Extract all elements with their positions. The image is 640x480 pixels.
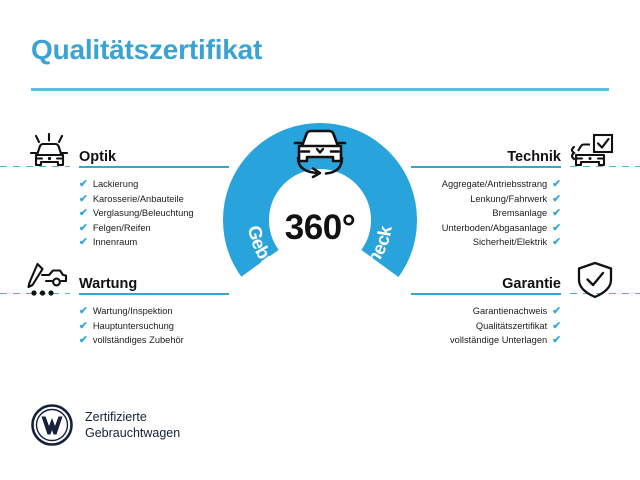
checklist-garantie: ✔ Garantienachweis ✔ Qualitätszertifikat… <box>411 304 561 348</box>
footer-line-1: Zertifizierte <box>85 410 147 424</box>
section-divider <box>411 166 561 168</box>
check-icon: ✔ <box>79 192 88 205</box>
list-item: ✔ Wartung/Inspektion <box>79 304 229 319</box>
section-divider <box>411 293 561 295</box>
vw-logo-icon <box>31 404 73 446</box>
section-header: Wartung <box>79 269 229 295</box>
list-item-label: Bremsanlage <box>492 208 548 219</box>
list-item: ✔ Garantienachweis <box>411 304 561 319</box>
section-header: Technik <box>411 142 561 168</box>
checklist-optik: ✔ Lackierung ✔ Karosserie/Anbauteile ✔ V… <box>79 177 229 250</box>
list-item-label: vollständiges Zubehör <box>92 335 184 346</box>
list-item: ✔ Verglasung/Beleuchtung <box>79 206 229 221</box>
footer-brand: Zertifizierte Gebrauchtwagen <box>31 404 180 446</box>
section-title-technik: Technik <box>507 149 561 165</box>
check-icon: ✔ <box>552 192 561 205</box>
section-divider <box>79 293 229 295</box>
section-header: Garantie <box>411 269 561 295</box>
list-item: ✔ Felgen/Reifen <box>79 221 229 236</box>
check-icon: ✔ <box>79 178 88 190</box>
360-check-badge: Gebrauchtwagen-Check 360° <box>222 122 418 318</box>
title-divider <box>31 88 609 91</box>
section-garantie: Garantie ✔ Garantienachweis ✔ Qualitätsz… <box>411 269 561 364</box>
car-headlights-icon <box>27 133 73 173</box>
section-wartung: Wartung ✔ Wartung/Inspektion ✔ Hauptunte… <box>79 269 229 364</box>
list-item: ✔ Innenraum <box>79 235 229 250</box>
check-icon: ✔ <box>552 236 561 249</box>
list-item: ✔ Lenkung/Fahrwerk <box>411 192 561 207</box>
list-item-label: Innenraum <box>92 237 138 248</box>
list-item: ✔ Qualitätszertifikat <box>411 319 561 334</box>
list-item: ✔ vollständige Unterlagen <box>411 333 561 348</box>
list-item-label: Lenkung/Fahrwerk <box>470 193 548 204</box>
footer-line-2: Gebrauchtwagen <box>85 426 181 440</box>
section-title-wartung: Wartung <box>79 276 138 292</box>
list-item-label: Sicherheit/Elektrik <box>472 237 548 248</box>
check-icon: ✔ <box>552 305 561 317</box>
footer-text: Zertifizierte Gebrauchtwagen <box>85 409 180 441</box>
check-icon: ✔ <box>79 334 88 347</box>
check-icon: ✔ <box>552 334 561 347</box>
check-icon: ✔ <box>79 221 88 234</box>
section-title-garantie: Garantie <box>502 276 561 292</box>
guide-line-left-top <box>0 166 70 167</box>
check-icon: ✔ <box>79 236 88 249</box>
shield-check-icon <box>572 260 618 300</box>
checklist-technik: ✔ Aggregate/Antriebsstrang ✔ Lenkung/Fah… <box>411 177 561 250</box>
list-item-label: Garantienachweis <box>472 306 548 316</box>
check-icon: ✔ <box>79 207 88 220</box>
check-icon: ✔ <box>552 178 561 190</box>
checklist-wartung: ✔ Wartung/Inspektion ✔ Hauptuntersuchung… <box>79 304 229 348</box>
pen-car-service-icon <box>25 261 71 301</box>
list-item: ✔ Karosserie/Anbauteile <box>79 192 229 207</box>
list-item: ✔ Lackierung <box>79 177 229 192</box>
guide-line-right-top <box>570 166 640 167</box>
check-icon: ✔ <box>552 319 561 332</box>
section-title-optik: Optik <box>79 149 117 165</box>
list-item-label: Verglasung/Beleuchtung <box>92 208 194 219</box>
page-title: Qualitätszertifikat <box>31 34 263 65</box>
car-rotation-icon <box>284 120 356 184</box>
check-icon: ✔ <box>552 221 561 234</box>
list-item-label: Lackierung <box>92 179 139 189</box>
list-item-label: Qualitätszertifikat <box>475 320 548 331</box>
section-divider <box>79 166 229 168</box>
list-item: ✔ Hauptuntersuchung <box>79 319 229 334</box>
car-checkbox-icon <box>568 133 614 173</box>
list-item-label: Hauptuntersuchung <box>92 320 174 331</box>
check-icon: ✔ <box>79 319 88 332</box>
list-item: ✔ Aggregate/Antriebsstrang <box>411 177 561 192</box>
list-item-label: Karosserie/Anbauteile <box>92 193 184 204</box>
badge-center-label: 360° <box>284 208 356 247</box>
list-item-label: Aggregate/Antriebsstrang <box>441 179 548 189</box>
list-item-label: vollständige Unterlagen <box>450 335 548 346</box>
check-icon: ✔ <box>79 305 88 317</box>
list-item-label: Felgen/Reifen <box>92 222 151 233</box>
list-item-label: Wartung/Inspektion <box>92 306 173 316</box>
section-header: Optik <box>79 142 229 168</box>
list-item-label: Unterboden/Abgasanlage <box>441 222 548 233</box>
check-icon: ✔ <box>552 207 561 220</box>
list-item: ✔ Sicherheit/Elektrik <box>411 235 561 250</box>
section-optik: Optik ✔ Lackierung ✔ Karosserie/Anbautei… <box>79 142 229 266</box>
list-item: ✔ Unterboden/Abgasanlage <box>411 221 561 236</box>
list-item: ✔ Bremsanlage <box>411 206 561 221</box>
list-item: ✔ vollständiges Zubehör <box>79 333 229 348</box>
guide-line-right-bottom <box>570 293 640 294</box>
section-technik: Technik ✔ Aggregate/Antriebsstrang ✔ Len… <box>411 142 561 266</box>
